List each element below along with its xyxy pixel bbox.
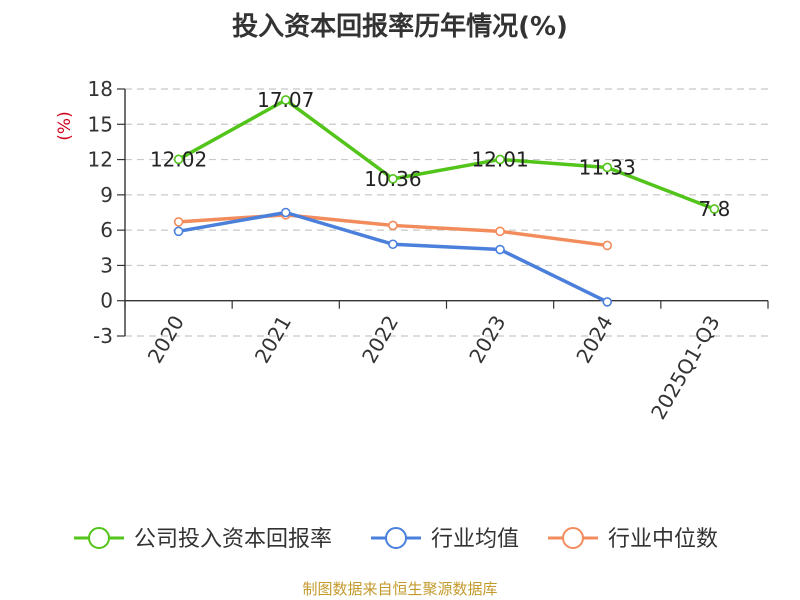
legend[interactable]: 公司投入资本回报率 行业均值 行业中位数 — [74, 527, 718, 552]
y-axis-unit-label: (%) — [55, 111, 75, 140]
y-tick-label: 18 — [88, 77, 113, 101]
legend-swatch-marker — [562, 527, 584, 549]
data-point — [280, 95, 291, 105]
data-point — [173, 154, 184, 165]
source-note: 制图数据来自恒生聚源数据库 — [302, 580, 498, 598]
data-point — [388, 220, 398, 231]
data-point — [602, 162, 613, 173]
axes: 18 15 12 9 6 3 0 -3 2020 2021 2022 2023 2024 2025Q1-Q… — [88, 77, 769, 423]
y-tick-label: 15 — [88, 112, 113, 136]
data-label: 17.07 — [257, 88, 314, 112]
x-tick-label: 2020 — [143, 311, 189, 367]
data-label: 11.33 — [579, 155, 636, 179]
x-tick-label: 2025Q1-Q3 — [646, 311, 725, 423]
x-tick-label: 2024 — [571, 311, 617, 367]
data-point — [388, 239, 398, 250]
legend-item[interactable]: 行业中位数 — [548, 527, 718, 552]
y-tick-label: 6 — [100, 218, 113, 242]
data-label: 10.36 — [364, 167, 421, 191]
y-tick-label: -3 — [93, 324, 113, 348]
gridlines — [125, 88, 768, 337]
legend-label: 行业均值 — [431, 527, 519, 552]
data-point — [495, 226, 505, 237]
legend-swatch-marker — [88, 527, 110, 549]
x-tick-label: 2023 — [464, 311, 510, 367]
data-label: 7.8 — [699, 197, 731, 221]
legend-item[interactable]: 行业均值 — [371, 527, 519, 552]
data-point — [495, 154, 505, 165]
y-tick-label: 0 — [100, 289, 113, 313]
data-point — [173, 217, 184, 227]
data-labels: 12.02 17.07 10.36 12.01 11.33 7.8 — [150, 88, 730, 221]
data-label: 12.02 — [150, 147, 207, 171]
series-line — [177, 98, 716, 211]
x-tick-label: 2022 — [357, 311, 403, 367]
legend-label: 行业中位数 — [608, 527, 718, 552]
chart-title: 投入资本回报率历年情况(%) — [232, 12, 568, 42]
legend-swatch-marker — [385, 527, 407, 549]
data-point — [602, 240, 613, 251]
legend-label: 公司投入资本回报率 — [134, 527, 332, 552]
series-lines — [173, 95, 720, 307]
data-label: 12.01 — [471, 147, 528, 171]
data-point — [495, 244, 505, 255]
y-tick-label: 9 — [100, 183, 113, 207]
data-point — [709, 204, 720, 214]
x-tick-label: 2021 — [250, 311, 296, 367]
data-point — [173, 226, 184, 237]
data-point — [280, 207, 291, 218]
legend-item[interactable]: 公司投入资本回报率 — [74, 527, 332, 552]
y-tick-label: 3 — [100, 253, 113, 277]
data-point — [602, 297, 613, 307]
y-tick-label: 12 — [88, 148, 113, 172]
data-point — [388, 174, 398, 184]
